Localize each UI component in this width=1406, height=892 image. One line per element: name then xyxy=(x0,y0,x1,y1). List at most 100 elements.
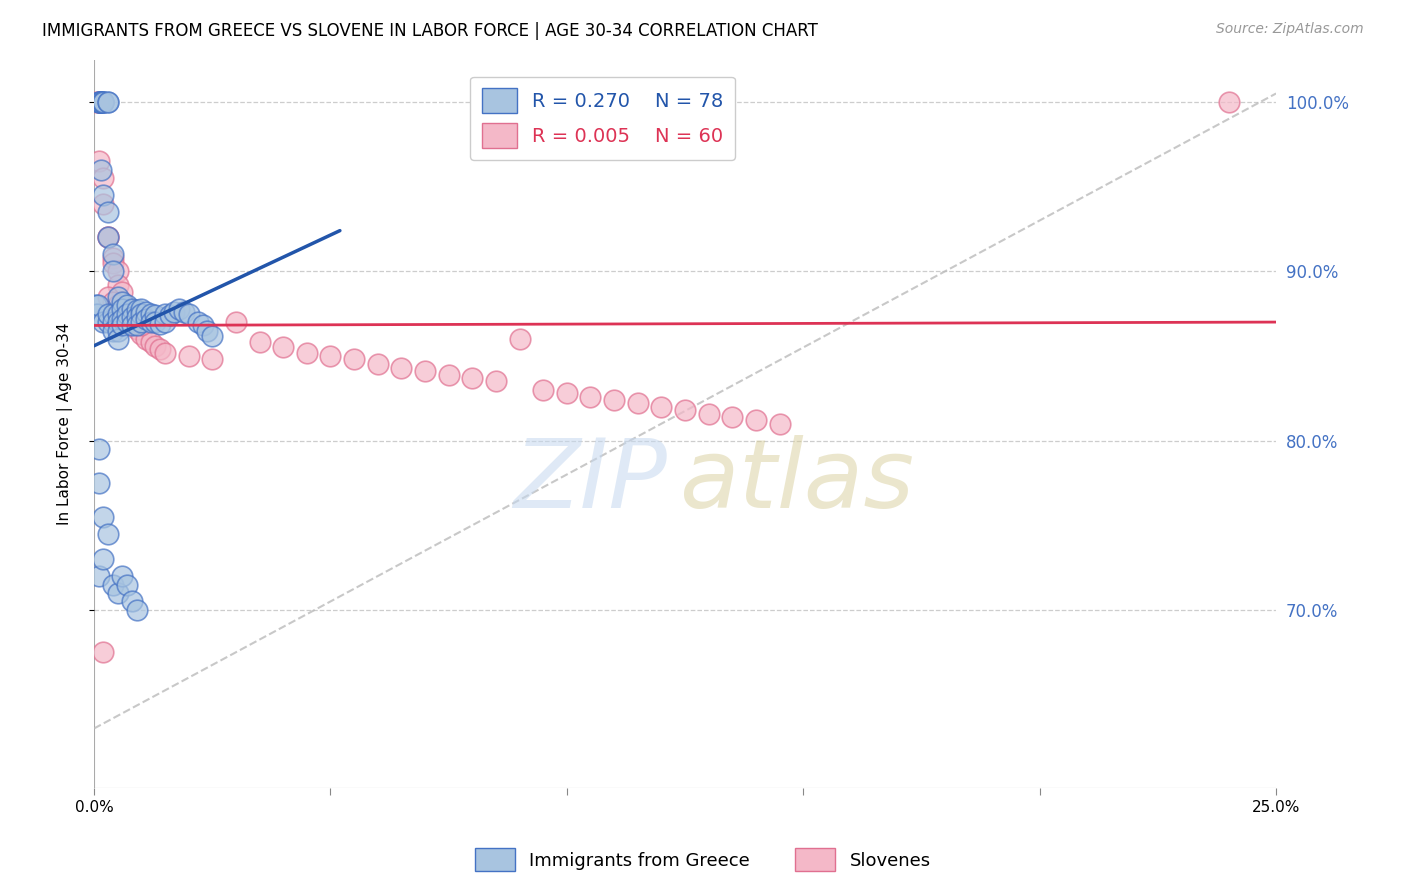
Point xyxy=(139,335,162,350)
Point xyxy=(97,95,120,109)
Point xyxy=(191,318,214,333)
Point xyxy=(111,318,134,333)
Point xyxy=(121,311,143,326)
Point xyxy=(107,332,129,346)
Point xyxy=(121,310,143,324)
Point xyxy=(115,307,138,321)
Point xyxy=(509,332,531,346)
Point xyxy=(86,95,108,109)
Point xyxy=(107,586,129,600)
Point xyxy=(107,290,129,304)
Point xyxy=(697,407,720,421)
Point xyxy=(101,324,124,338)
Point xyxy=(101,294,124,309)
Point xyxy=(367,358,389,372)
Y-axis label: In Labor Force | Age 30-34: In Labor Force | Age 30-34 xyxy=(58,322,73,524)
Point xyxy=(93,315,115,329)
Point xyxy=(159,308,181,322)
Point xyxy=(721,409,744,424)
Point xyxy=(389,360,412,375)
Point xyxy=(89,95,111,109)
Point xyxy=(121,318,143,333)
Point xyxy=(115,307,138,321)
Point xyxy=(107,307,129,321)
Point xyxy=(89,95,111,109)
Point xyxy=(579,390,602,404)
Point xyxy=(768,417,790,431)
Point xyxy=(87,95,110,109)
Point xyxy=(93,552,115,566)
Point xyxy=(125,315,148,329)
Point xyxy=(107,315,129,329)
Point xyxy=(93,95,115,109)
Point xyxy=(343,352,366,367)
Point xyxy=(87,95,110,109)
Point xyxy=(87,569,110,583)
Point xyxy=(86,307,108,321)
Point xyxy=(97,526,120,541)
Point xyxy=(555,386,578,401)
Point xyxy=(129,307,152,321)
Point xyxy=(87,154,110,169)
Point xyxy=(115,577,138,591)
Point xyxy=(86,298,108,312)
Point xyxy=(145,315,167,329)
Point xyxy=(149,342,172,356)
Legend: Immigrants from Greece, Slovenes: Immigrants from Greece, Slovenes xyxy=(468,841,938,879)
Point xyxy=(121,301,143,316)
Point xyxy=(745,413,768,427)
Point xyxy=(101,256,124,270)
Point xyxy=(129,315,152,329)
Point xyxy=(145,339,167,353)
Point xyxy=(135,305,157,319)
Point xyxy=(101,251,124,265)
Point xyxy=(87,95,110,109)
Point xyxy=(153,315,176,329)
Point xyxy=(97,230,120,244)
Point xyxy=(87,442,110,456)
Point xyxy=(93,645,115,659)
Point xyxy=(115,305,138,319)
Point xyxy=(93,171,115,186)
Point xyxy=(129,301,152,316)
Point xyxy=(111,301,134,316)
Point xyxy=(177,349,200,363)
Point xyxy=(97,290,120,304)
Point xyxy=(145,308,167,322)
Point xyxy=(197,324,219,338)
Point xyxy=(97,230,120,244)
Point xyxy=(531,383,554,397)
Point xyxy=(201,352,224,367)
Point xyxy=(107,264,129,278)
Point xyxy=(101,315,124,329)
Point xyxy=(111,285,134,299)
Point xyxy=(461,371,484,385)
Point xyxy=(111,311,134,326)
Point xyxy=(101,577,124,591)
Point xyxy=(93,188,115,202)
Text: Source: ZipAtlas.com: Source: ZipAtlas.com xyxy=(1216,22,1364,37)
Point xyxy=(125,318,148,333)
Point xyxy=(121,311,143,326)
Point xyxy=(271,341,294,355)
Point xyxy=(485,375,508,389)
Point xyxy=(97,205,120,219)
Point xyxy=(437,368,460,382)
Point xyxy=(97,95,120,109)
Point xyxy=(139,307,162,321)
Point xyxy=(90,162,112,177)
Point xyxy=(115,315,138,329)
Point xyxy=(101,307,124,321)
Point xyxy=(111,301,134,316)
Point xyxy=(111,569,134,583)
Point xyxy=(101,247,124,261)
Point xyxy=(167,301,190,316)
Point xyxy=(139,315,162,329)
Point xyxy=(115,300,138,314)
Point xyxy=(413,364,436,378)
Point xyxy=(149,317,172,331)
Point xyxy=(115,298,138,312)
Point xyxy=(97,307,120,321)
Point xyxy=(1218,95,1240,109)
Point xyxy=(121,317,143,331)
